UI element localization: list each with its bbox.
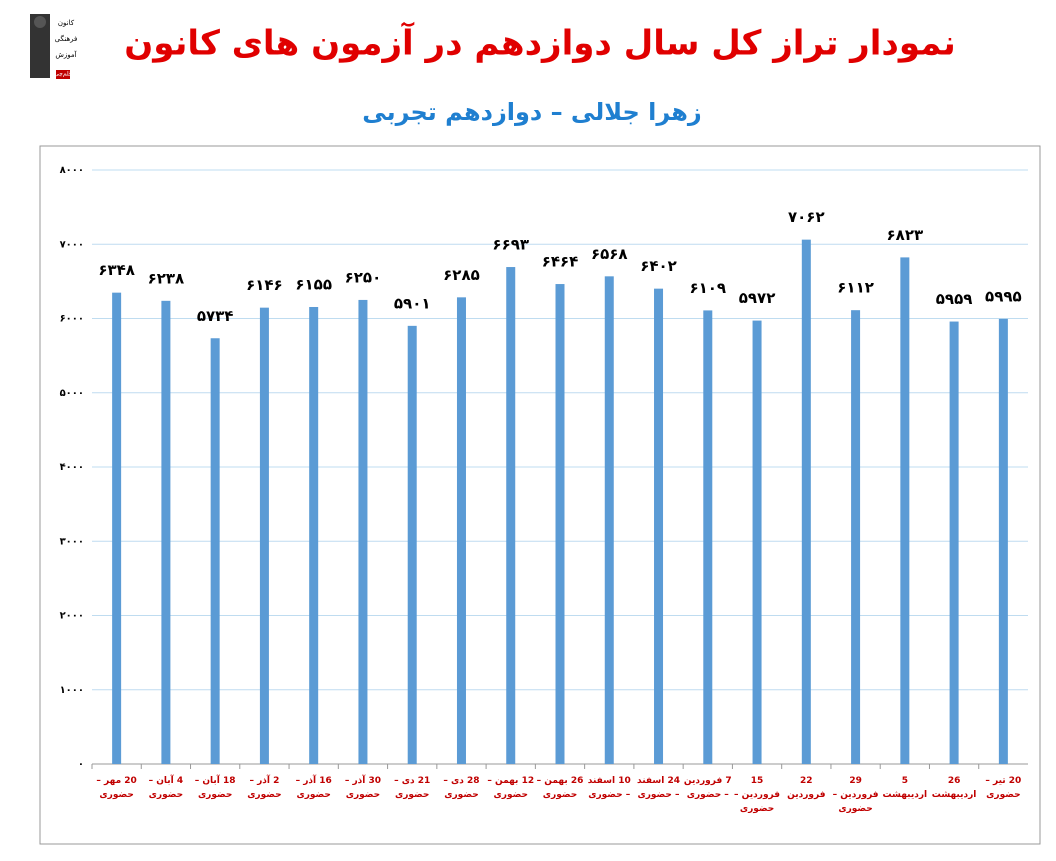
- x-tick-label: 4 آبان – حضوری: [148, 776, 184, 800]
- bar: [358, 299, 368, 764]
- x-tick-label: 20 مهر – حضوری: [96, 776, 137, 800]
- bar: [851, 310, 861, 764]
- bar: [506, 267, 516, 764]
- bar: [112, 292, 122, 764]
- chart-subtitle: زهرا جلالی – دوازدهم تجربی: [362, 98, 701, 126]
- value-label: ۵۹۵۹: [936, 290, 973, 308]
- y-tick-label: ۴۰۰۰: [60, 462, 84, 473]
- bar: [949, 321, 959, 764]
- bar: [210, 338, 220, 764]
- chart-border: [39, 145, 1041, 845]
- logo-text: قلم‌چی: [54, 71, 72, 78]
- bar: [259, 307, 269, 764]
- x-tick-label: 24 اسفند – حضوری: [637, 776, 680, 800]
- bar: [703, 310, 713, 764]
- bar: [801, 239, 811, 765]
- y-tick-label: ۷۰۰۰: [60, 239, 84, 250]
- bar: [456, 297, 466, 764]
- x-tick-label: 28 دی – حضوری: [443, 776, 480, 800]
- bar: [604, 276, 614, 764]
- value-label: ۶۲۵۰: [345, 268, 382, 286]
- logo-text: کانون: [58, 19, 75, 27]
- value-label: ۶۸۲۳: [887, 226, 924, 244]
- x-tick-label: 7 فروردین – حضوری: [683, 776, 732, 800]
- value-label: ۵۹۹۵: [985, 287, 1022, 305]
- value-label: ۶۴۰۲: [640, 257, 677, 275]
- value-label: ۶۱۱۲: [837, 279, 874, 297]
- value-label: ۶۴۶۴: [542, 253, 579, 271]
- chart-title: نمودار تراز کل سال دوازدهم در آزمون های …: [124, 22, 956, 64]
- value-label: ۶۶۹۳: [492, 236, 529, 254]
- value-label: ۶۳۴۸: [98, 261, 135, 279]
- x-tick-label: 2 آذر – حضوری: [247, 776, 282, 800]
- value-label: ۶۵۶۸: [591, 245, 628, 263]
- y-tick-label: ۸۰۰۰: [60, 165, 84, 176]
- logo-text: فرهنگی: [55, 34, 78, 43]
- x-tick-label: 22 فروردین: [787, 776, 826, 800]
- x-tick-label: 15 فروردین – حضوری: [734, 776, 781, 814]
- x-tick-label: 5 اردیبهشت: [882, 776, 928, 800]
- bar: [900, 257, 910, 764]
- value-label: ۶۲۸۵: [443, 266, 480, 284]
- y-tick-label: ۰: [78, 759, 84, 770]
- value-label: ۶۱۵۵: [295, 275, 332, 293]
- bar: [998, 318, 1008, 764]
- value-label: ۶۱۰۹: [689, 279, 726, 297]
- x-tick-label: 21 دی – حضوری: [394, 776, 431, 800]
- y-tick-label: ۲۰۰۰: [60, 611, 84, 622]
- bar: [654, 288, 664, 764]
- y-tick-label: ۵۰۰۰: [60, 388, 84, 399]
- bar: [555, 284, 565, 764]
- y-tick-label: ۱۰۰۰: [60, 685, 84, 696]
- x-tick-label: 29 فروردین – حضوری: [832, 776, 879, 814]
- x-tick-label: 10 اسفند – حضوری: [587, 776, 631, 800]
- x-tick-label: 26 بهمن – حضوری: [536, 776, 584, 800]
- x-tick-label: 18 آبان – حضوری: [194, 776, 236, 800]
- bar: [752, 320, 762, 764]
- logo-text: آموزش: [55, 50, 77, 59]
- bar: [407, 325, 417, 764]
- x-tick-label: 20 تیر – حضوری: [985, 776, 1022, 800]
- value-label: ۶۲۳۸: [148, 269, 185, 287]
- y-tick-label: ۳۰۰۰: [60, 536, 84, 547]
- bar: [161, 300, 171, 764]
- logo: کانون فرهنگی آموزش قلم‌چی: [30, 14, 78, 79]
- value-label: ۵۷۳۴: [197, 307, 234, 325]
- value-label: ۵۹۰۱: [394, 294, 431, 312]
- bar: [309, 306, 319, 764]
- x-tick-label: 16 آذر – حضوری: [295, 776, 332, 800]
- x-tick-label: 12 بهمن – حضوری: [487, 776, 535, 800]
- value-label: ۶۱۴۶: [246, 276, 283, 294]
- value-label: ۷۰۶۲: [788, 208, 825, 226]
- x-tick-label: 26 اردیبهشت: [931, 776, 977, 800]
- value-label: ۵۹۷۲: [739, 289, 776, 307]
- x-tick-label: 30 آذر – حضوری: [344, 776, 382, 800]
- y-tick-label: ۶۰۰۰: [60, 314, 84, 325]
